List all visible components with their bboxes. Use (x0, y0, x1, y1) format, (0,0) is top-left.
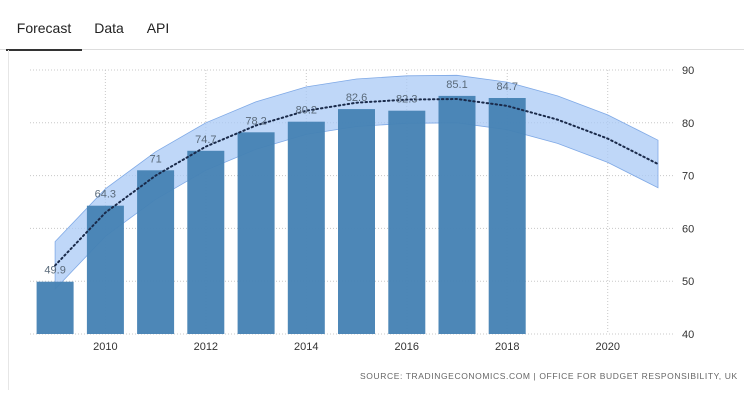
x-tick-label: 2020 (595, 341, 619, 353)
y-tick-label: 90 (682, 65, 694, 77)
data-label: 84.7 (497, 81, 518, 93)
bar-2015 (338, 109, 375, 334)
bar-2017 (438, 95, 476, 335)
y-tick-label: 50 (682, 276, 694, 288)
y-tick-label: 80 (682, 118, 694, 130)
x-tick-label: 2016 (395, 341, 419, 353)
bar-2018 (488, 98, 526, 334)
x-tick-label: 2012 (194, 341, 218, 353)
forecast-trend-line (54, 97, 659, 267)
y-tick-label: 70 (682, 171, 694, 183)
y-axis: 40 50 60 70 80 90 (682, 65, 694, 341)
bar-2013 (237, 132, 275, 334)
trend-line (54, 97, 659, 267)
bar-2010 (86, 205, 124, 334)
data-label: 85.1 (446, 79, 467, 91)
bar-2009 (36, 281, 74, 334)
data-label: 74.7 (195, 134, 216, 146)
x-tick-label: 2018 (495, 341, 519, 353)
data-label: 49.9 (44, 265, 65, 277)
bar-2014 (287, 121, 325, 334)
source-note: SOURCE: TRADINGECONOMICS.COM | OFFICE FO… (360, 371, 738, 381)
chart-panel (8, 50, 744, 390)
data-label: 80.2 (296, 105, 317, 117)
bar-2016 (388, 110, 426, 334)
data-label: 78.2 (245, 115, 266, 127)
bar-2012 (187, 150, 225, 334)
data-label: 82.6 (346, 92, 367, 104)
tab-bar: Forecast Data API (0, 0, 744, 51)
data-labels: 49.9 64.3 71 74.7 78.2 80.2 82.6 82.3 85.1 84.7 (44, 79, 518, 277)
data-label: 71 (149, 153, 161, 165)
x-tick-label: 2014 (294, 341, 318, 353)
tab-api[interactable]: API (146, 20, 170, 36)
data-label: 64.3 (95, 189, 116, 201)
tab-forecast[interactable]: Forecast (6, 0, 82, 51)
bar-series (36, 95, 526, 335)
y-tick-label: 40 (682, 329, 694, 341)
tab-data[interactable]: Data (94, 20, 124, 36)
bar-2011 (137, 170, 175, 334)
x-tick-label: 2010 (93, 341, 117, 353)
x-axis: 2010 2012 2014 2016 2018 2020 (93, 341, 620, 353)
data-label: 82.3 (396, 94, 417, 106)
y-tick-label: 60 (682, 223, 694, 235)
